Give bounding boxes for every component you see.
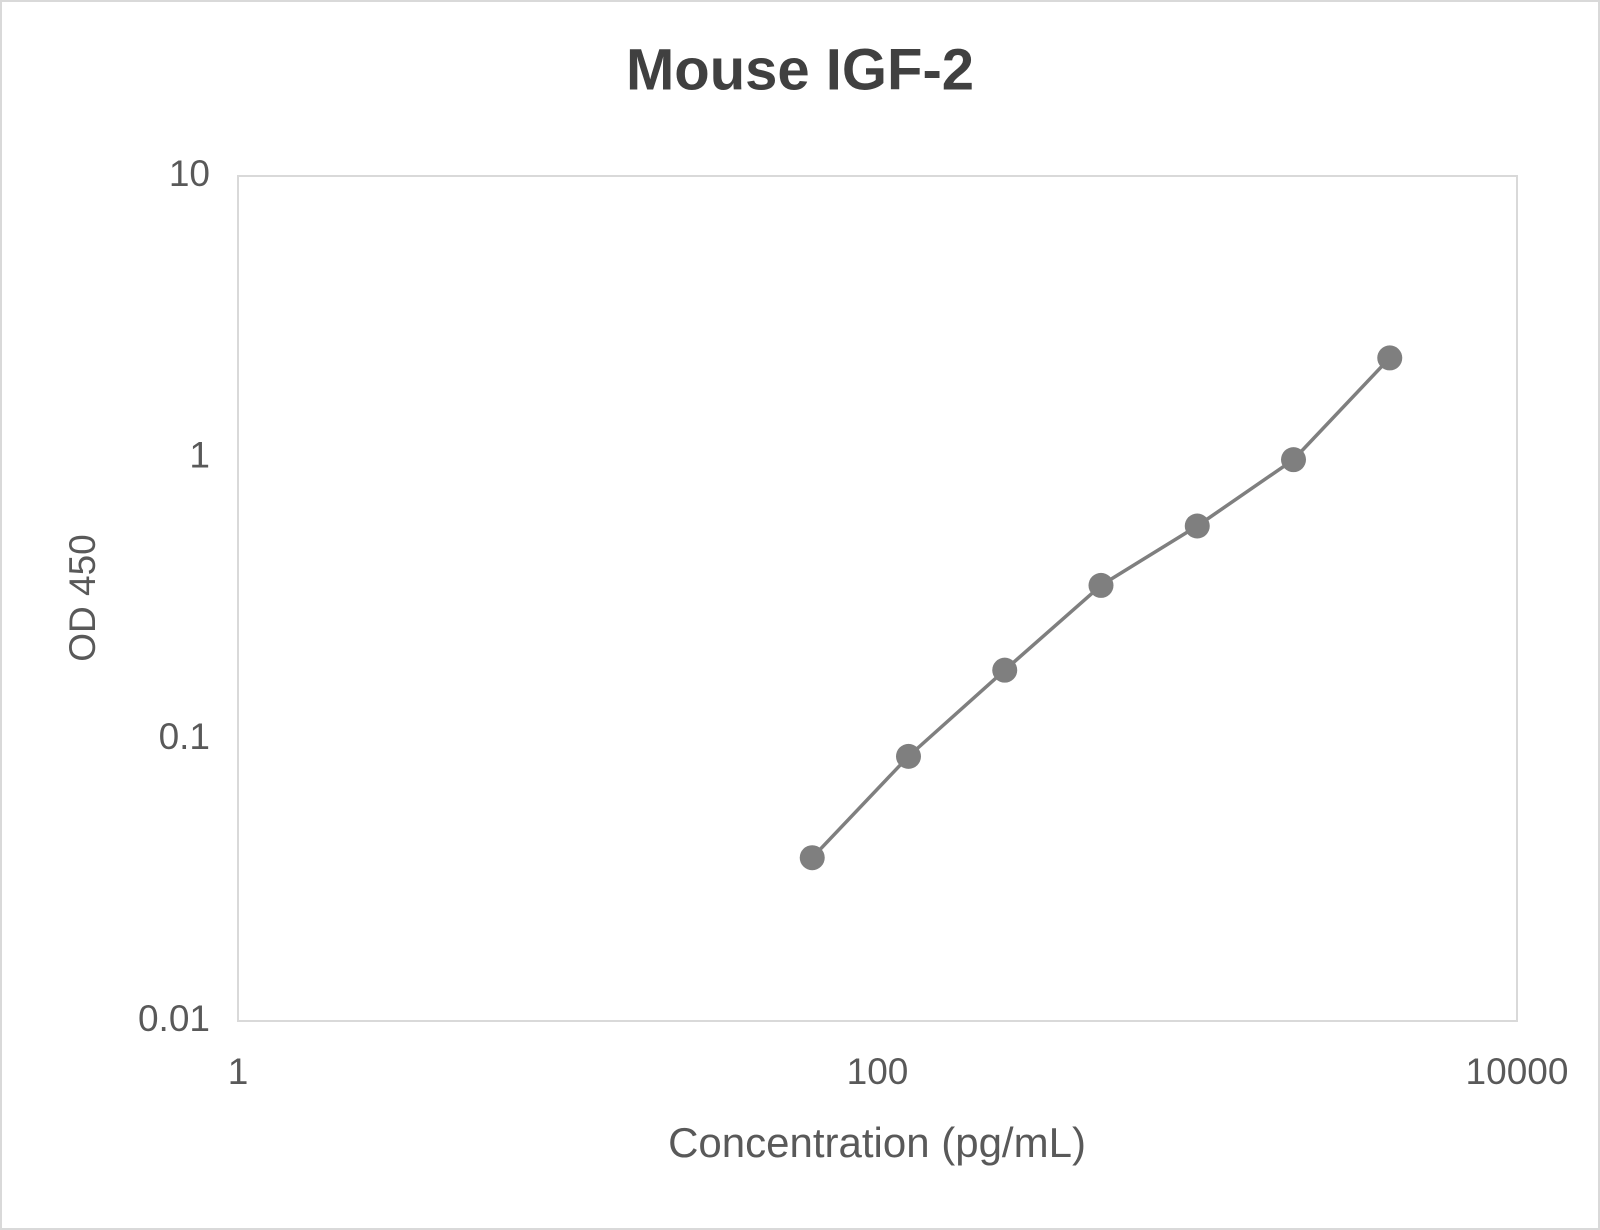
x-tick-label: 100: [847, 1051, 909, 1092]
plot-area: [237, 175, 1518, 1022]
data-point: [1281, 447, 1307, 473]
y-tick-label: 0.1: [159, 716, 210, 757]
data-point: [992, 657, 1018, 683]
x-tick-label: 1: [228, 1051, 249, 1092]
y-tick-label: 10: [169, 153, 210, 194]
y-tick-label: 1: [189, 434, 210, 475]
x-tick-label: 10000: [1466, 1051, 1569, 1092]
data-point: [799, 845, 825, 871]
y-axis-label: OD 450: [62, 534, 103, 662]
data-point: [1088, 572, 1114, 598]
data-point: [1377, 345, 1403, 371]
y-tick-label: 0.01: [138, 998, 210, 1039]
data-point: [1184, 513, 1210, 539]
x-axis-label: Concentration (pg/mL): [668, 1119, 1086, 1166]
data-point: [895, 743, 921, 769]
chart-title: Mouse IGF-2: [626, 37, 974, 102]
